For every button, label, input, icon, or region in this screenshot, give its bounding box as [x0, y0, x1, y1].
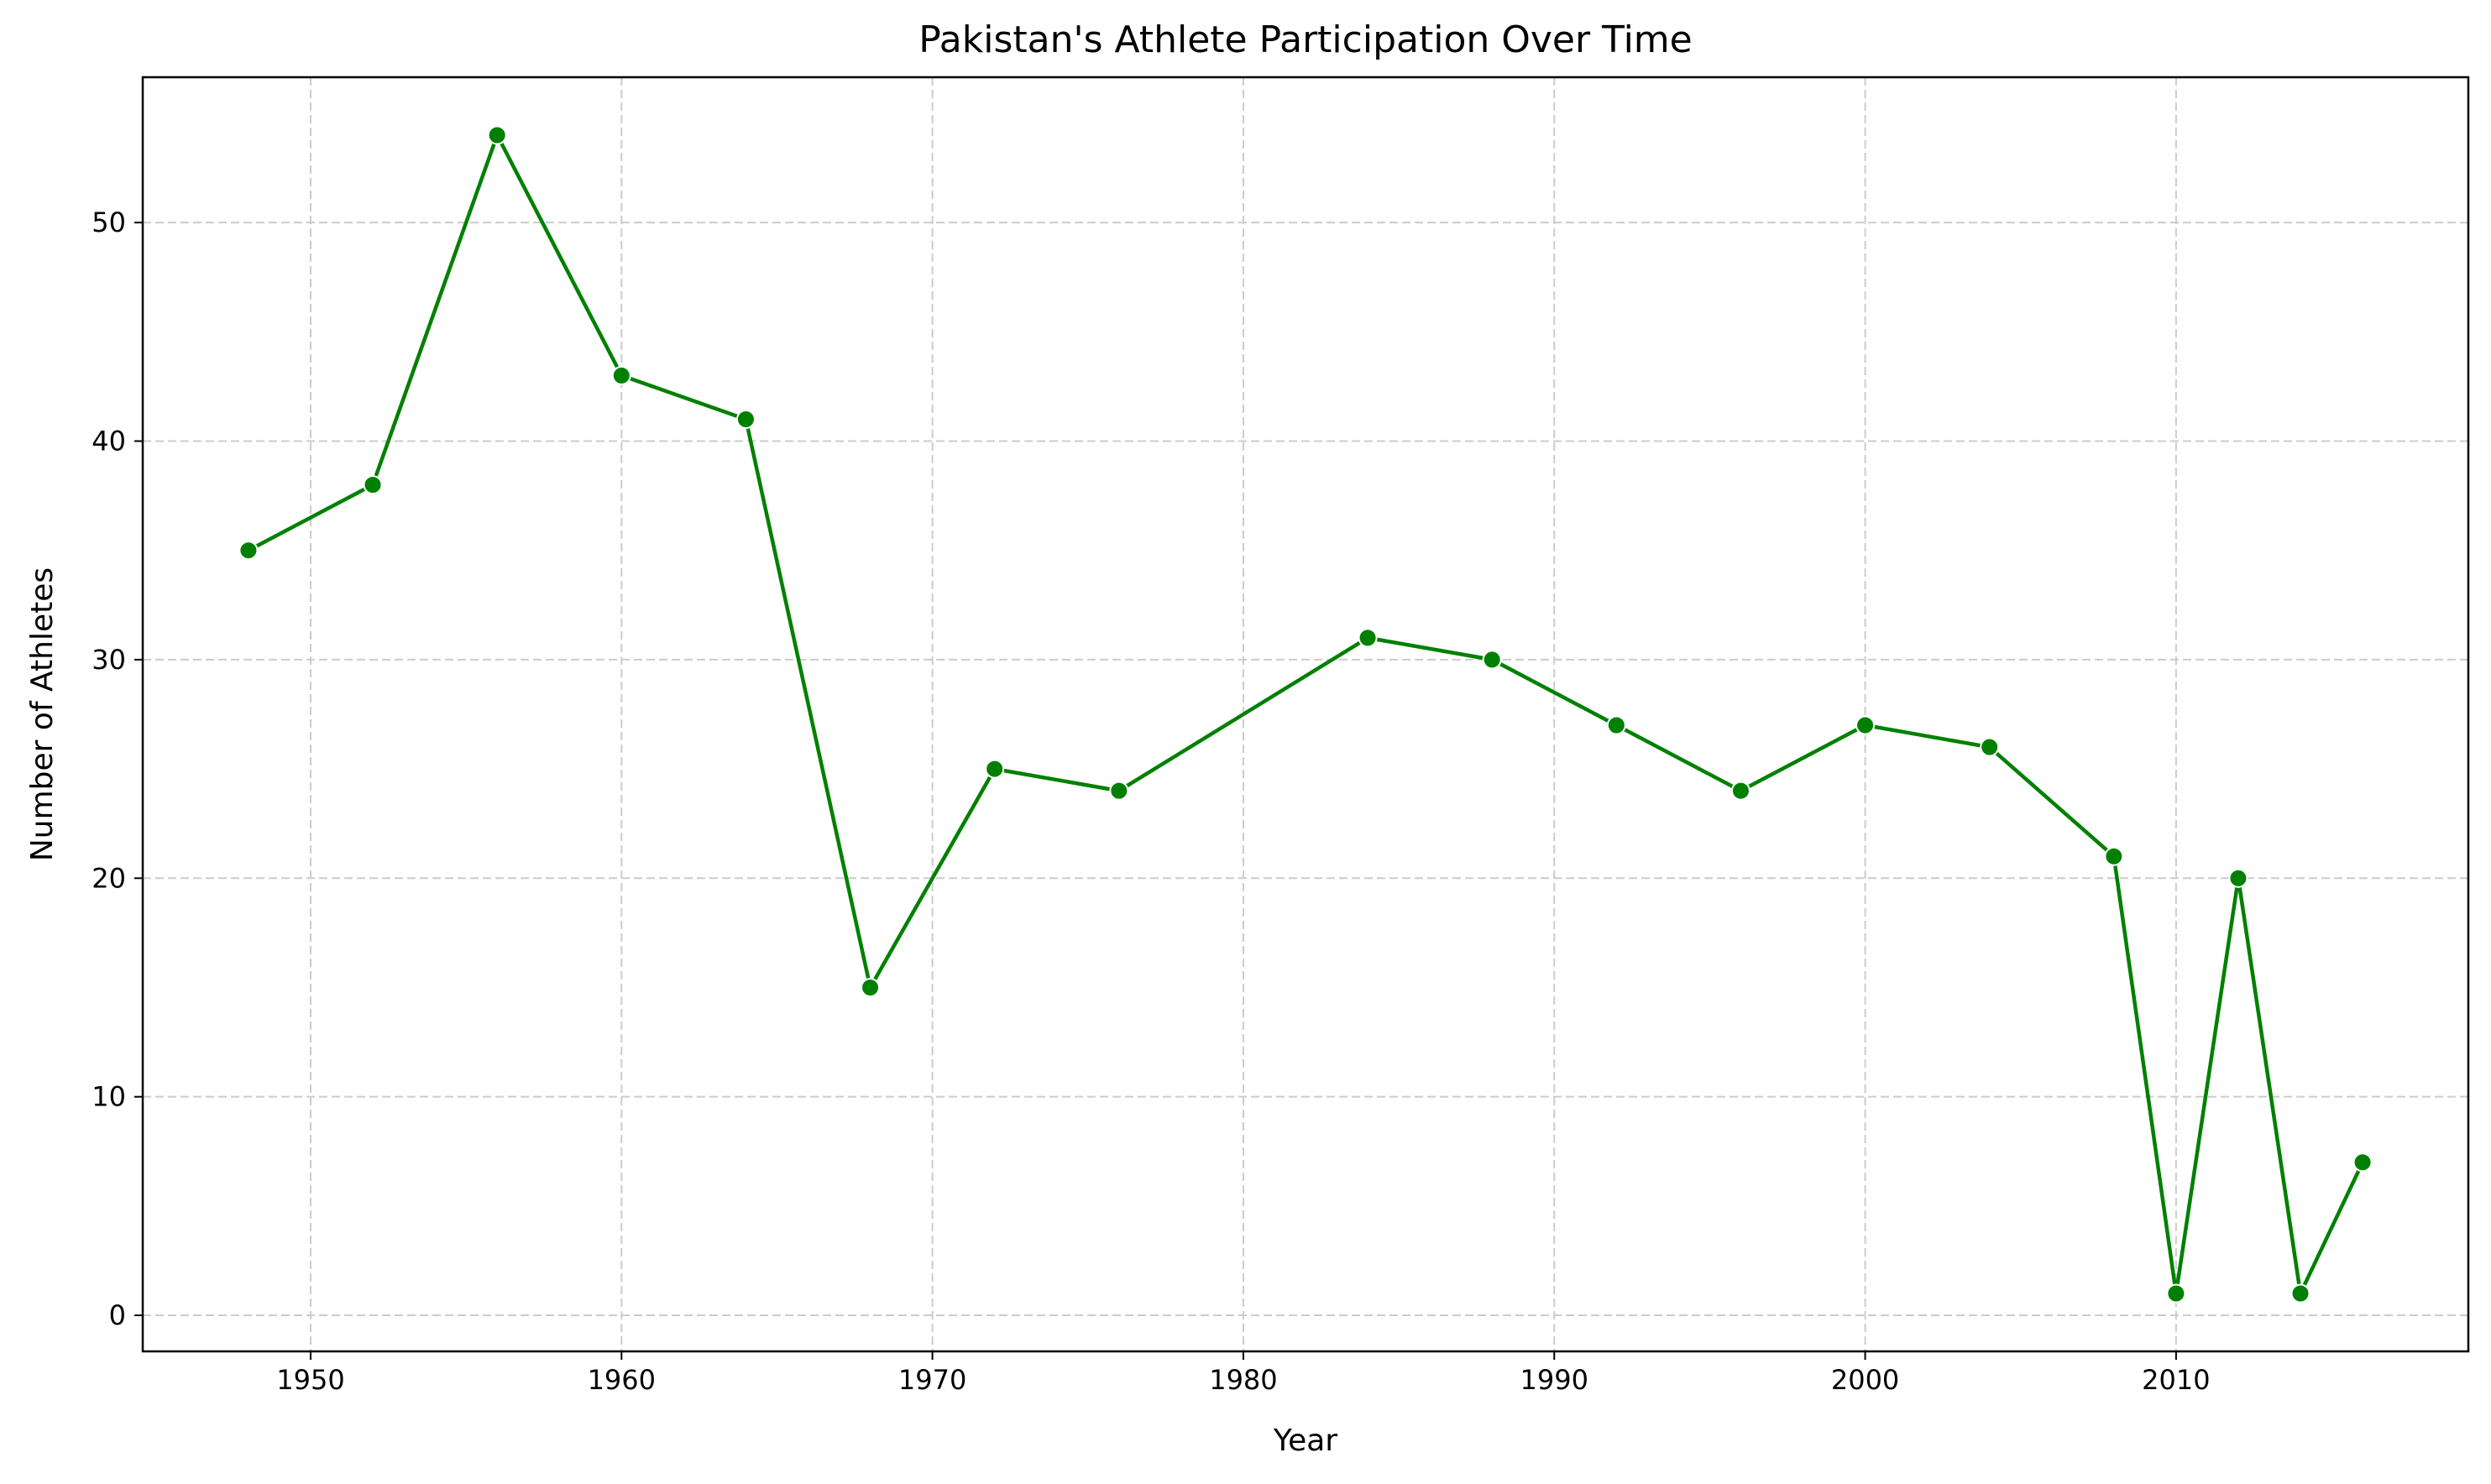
x-tick-label: 1980	[1209, 1364, 1277, 1396]
data-point	[1482, 650, 1502, 670]
data-point	[735, 409, 756, 429]
x-axis-label: Year	[1273, 1424, 1337, 1458]
y-axis-label: Number of Athletes	[25, 567, 60, 861]
marker-layer	[238, 125, 2373, 1304]
data-point	[1730, 781, 1751, 801]
data-point	[2352, 1152, 2373, 1173]
y-tick-label: 40	[92, 426, 126, 457]
x-tick-label: 1960	[588, 1364, 656, 1396]
data-point	[611, 365, 631, 385]
x-axis: 1950 1960 1970 1980 1990 2000 2010	[276, 1351, 2211, 1396]
x-tick-label: 2010	[2142, 1364, 2210, 1396]
data-point	[2228, 868, 2248, 888]
data-point	[985, 759, 1005, 779]
data-point	[363, 475, 383, 495]
y-tick-label: 50	[92, 206, 126, 238]
data-point	[1109, 781, 1129, 801]
y-tick-label: 10	[92, 1081, 126, 1113]
plot-frame	[141, 76, 2470, 1353]
x-tick-label: 2000	[1831, 1364, 1899, 1396]
x-tick-label: 1990	[1520, 1364, 1588, 1396]
data-point	[487, 125, 507, 145]
data-point	[238, 541, 259, 561]
y-axis: 0 10 20 30 40 50	[92, 206, 143, 1331]
data-point	[2290, 1283, 2310, 1304]
chart-title: Pakistan's Athlete Participation Over Ti…	[918, 18, 1693, 61]
x-tick-label: 1950	[276, 1364, 344, 1396]
y-tick-label: 0	[109, 1299, 126, 1331]
data-point	[2104, 846, 2124, 866]
y-tick-label: 30	[92, 644, 126, 676]
data-point	[1358, 628, 1378, 648]
data-point	[2166, 1283, 2186, 1304]
y-tick-label: 20	[92, 862, 126, 894]
data-point	[1606, 715, 1626, 735]
x-tick-label: 1970	[898, 1364, 966, 1396]
data-point	[861, 977, 881, 997]
data-point	[1980, 737, 2000, 757]
data-point	[1855, 715, 1876, 735]
